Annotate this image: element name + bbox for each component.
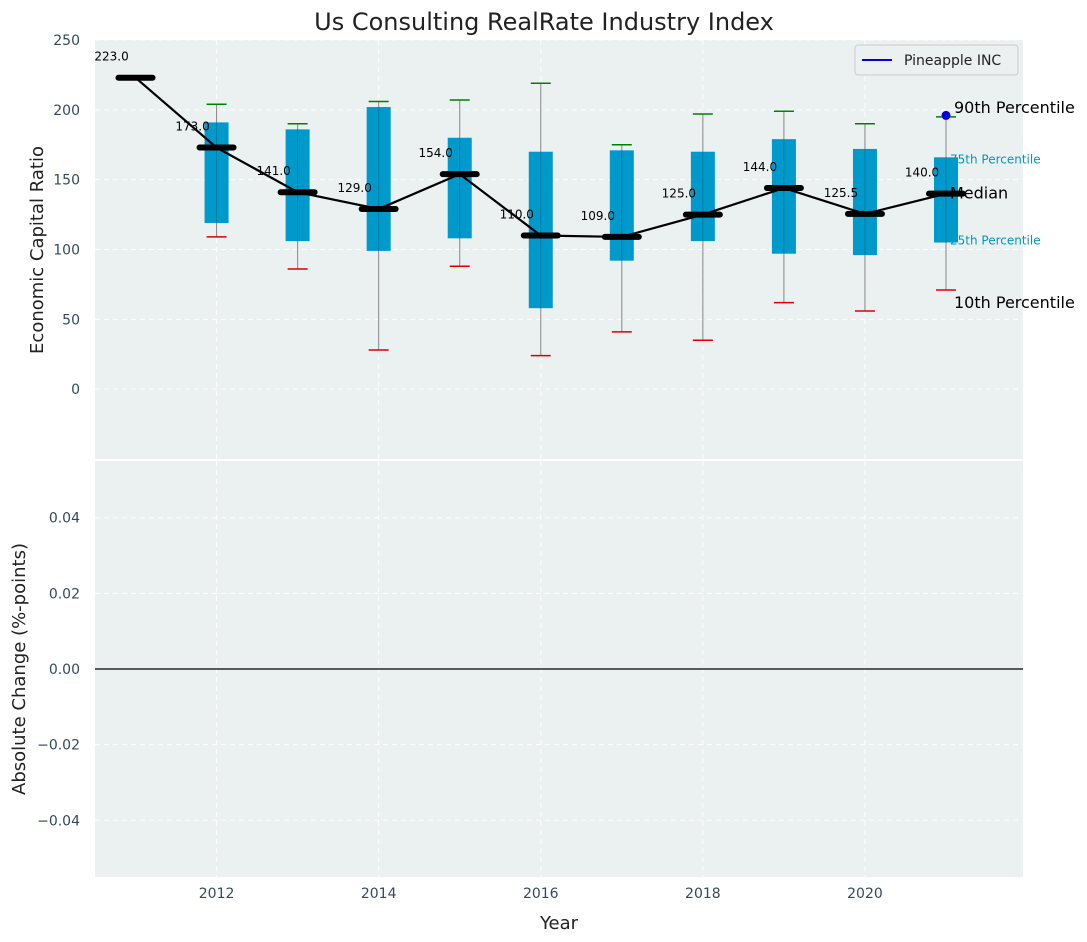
top-y-tick-label: 250 xyxy=(53,33,80,49)
top-y-tick-label: 200 xyxy=(53,103,80,119)
top-y-tick-label: 150 xyxy=(53,173,80,189)
x-tick-label: 2018 xyxy=(685,886,721,902)
median-value-label: 144.0 xyxy=(743,160,777,174)
median-value-label: 129.0 xyxy=(337,181,371,195)
annotation-p10: 10th Percentile xyxy=(954,293,1075,312)
median-value-label: 173.0 xyxy=(175,120,209,134)
top-panel: 0 50 100 150 200 250 223.0 173.0 141.0 129.0 154.… xyxy=(27,33,1075,459)
bottom-y-tick-label: −0.04 xyxy=(37,813,80,829)
bottom-y-tick-label: 0.04 xyxy=(49,511,80,527)
top-y-tick-label: 100 xyxy=(53,243,80,259)
median-value-label: 154.0 xyxy=(419,146,453,160)
legend-label: Pineapple INC xyxy=(904,53,1001,69)
chart-title: Us Consulting RealRate Industry Index xyxy=(314,8,774,36)
median-value-label: 110.0 xyxy=(500,208,534,222)
bottom-y-tick-label: 0.00 xyxy=(49,662,80,678)
median-value-label: 109.0 xyxy=(581,209,615,223)
top-y-tick-label: 0 xyxy=(71,382,80,398)
company-point xyxy=(941,110,951,120)
median-value-label: 141.0 xyxy=(256,164,290,178)
x-axis-title: Year xyxy=(539,913,579,934)
top-y-tick-label: 50 xyxy=(62,312,80,328)
bottom-y-axis-title: Absolute Change (%-points) xyxy=(9,543,30,795)
bottom-panel: 0.04 0.02 0.00 −0.02 −0.04 2012 2014 2016 2018 2… xyxy=(9,461,1023,934)
annotation-p75: 75th Percentile xyxy=(950,152,1041,166)
median-value-label: 140.0 xyxy=(905,166,939,180)
bottom-y-tick-label: 0.02 xyxy=(49,586,80,602)
x-tick-label: 2020 xyxy=(847,886,883,902)
x-tick-label: 2016 xyxy=(523,886,559,902)
legend: Pineapple INC xyxy=(854,44,1019,76)
median-value-label: 125.5 xyxy=(824,186,858,200)
legend-box xyxy=(854,44,1019,76)
annotation-p90: 90th Percentile xyxy=(954,98,1075,117)
x-tick-label: 2014 xyxy=(361,886,397,902)
median-value-label: 125.0 xyxy=(662,187,696,201)
x-tick-label: 2012 xyxy=(199,886,235,902)
median-value-label: 223.0 xyxy=(94,50,128,64)
annotation-p25: 25th Percentile xyxy=(950,234,1041,248)
top-y-axis-title: Economic Capital Ratio xyxy=(27,146,48,354)
annotation-median: Median xyxy=(950,184,1008,203)
bottom-y-tick-label: −0.02 xyxy=(37,738,80,754)
